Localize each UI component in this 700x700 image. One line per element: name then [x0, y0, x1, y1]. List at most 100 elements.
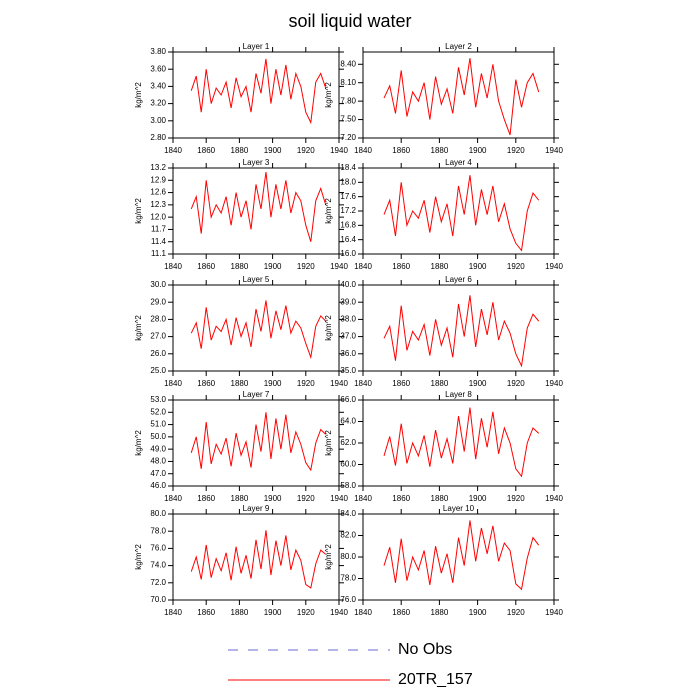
y-tick-label: 7.50 — [340, 115, 356, 124]
plot-frame — [172, 167, 340, 255]
x-tick-label: 1940 — [545, 494, 563, 503]
data-line — [383, 295, 540, 368]
x-tick-label: 1940 — [330, 608, 348, 617]
data-line — [383, 520, 540, 591]
y-tick-label: 46.0 — [150, 481, 166, 490]
x-tick-label: 1940 — [545, 379, 563, 388]
y-tick-label: 16.0 — [340, 249, 356, 258]
x-tick-label: 1840 — [164, 608, 182, 617]
x-tick-label: 1900 — [264, 379, 282, 388]
y-tick-label: 3.60 — [150, 64, 166, 73]
y-axis-label: kg/m^2 — [324, 430, 333, 456]
data-line — [383, 175, 540, 252]
x-tick-label: 1860 — [197, 146, 215, 155]
legend-label: 20TR_157 — [398, 671, 473, 688]
plot-frame — [172, 284, 340, 372]
y-tick-label: 74.0 — [150, 561, 166, 570]
legend-label: No Obs — [398, 641, 452, 658]
y-tick-label: 66.0 — [340, 395, 356, 404]
y-tick-label: 3.40 — [150, 82, 166, 91]
x-tick-label: 1880 — [431, 379, 449, 388]
y-tick-label: 11.1 — [151, 249, 167, 258]
x-tick-label: 1840 — [354, 494, 372, 503]
panel-title: Layer 10 — [443, 504, 475, 513]
y-tick-label: 12.6 — [150, 188, 166, 197]
y-tick-label: 76.0 — [340, 595, 356, 604]
y-tick-label: 12.3 — [150, 200, 166, 209]
y-axis-label: kg/m^2 — [134, 82, 143, 108]
y-tick-label: 13.2 — [150, 163, 166, 172]
x-tick-label: 1880 — [431, 608, 449, 617]
y-tick-label: 80.0 — [150, 509, 166, 518]
y-tick-label: 2.80 — [150, 133, 166, 142]
y-tick-label: 49.0 — [150, 444, 166, 453]
y-axis-label: kg/m^2 — [324, 315, 333, 341]
y-tick-label: 50.0 — [150, 432, 166, 441]
x-tick-label: 1940 — [330, 494, 348, 503]
y-tick-label: 47.0 — [150, 469, 166, 478]
data-line — [190, 412, 327, 472]
x-tick-label: 1940 — [330, 262, 348, 271]
x-tick-label: 1940 — [545, 262, 563, 271]
y-tick-label: 58.0 — [340, 481, 356, 490]
y-tick-label: 3.80 — [150, 47, 166, 56]
y-axis-label: kg/m^2 — [134, 430, 143, 456]
y-tick-label: 27.0 — [150, 332, 166, 341]
y-tick-label: 48.0 — [150, 457, 166, 466]
x-tick-label: 1860 — [197, 608, 215, 617]
x-tick-label: 1860 — [197, 262, 215, 271]
data-line — [383, 407, 540, 478]
y-tick-label: 80.0 — [340, 552, 356, 561]
y-tick-label: 16.8 — [340, 220, 356, 229]
y-axis-label: kg/m^2 — [134, 198, 143, 224]
plot-frame — [362, 284, 555, 372]
y-tick-label: 28.0 — [150, 315, 166, 324]
y-tick-label: 76.0 — [150, 544, 166, 553]
x-tick-label: 1880 — [231, 608, 249, 617]
y-tick-label: 3.20 — [150, 99, 166, 108]
panel-title: Layer 9 — [243, 504, 270, 513]
x-tick-label: 1940 — [330, 379, 348, 388]
data-line — [383, 58, 540, 136]
x-tick-label: 1840 — [164, 262, 182, 271]
x-tick-label: 1900 — [264, 608, 282, 617]
y-tick-label: 12.9 — [150, 175, 166, 184]
x-tick-label: 1840 — [354, 262, 372, 271]
y-tick-label: 53.0 — [150, 395, 166, 404]
y-tick-label: 84.0 — [340, 509, 356, 518]
y-axis-label: kg/m^2 — [324, 82, 333, 108]
y-tick-label: 8.10 — [340, 78, 356, 87]
x-tick-label: 1880 — [231, 379, 249, 388]
x-tick-label: 1940 — [330, 146, 348, 155]
y-tick-label: 38.0 — [340, 315, 356, 324]
x-tick-label: 1880 — [431, 262, 449, 271]
y-tick-label: 51.0 — [150, 420, 166, 429]
y-tick-label: 29.0 — [150, 297, 166, 306]
y-tick-label: 16.4 — [340, 235, 356, 244]
x-tick-label: 1860 — [392, 146, 410, 155]
x-tick-label: 1940 — [545, 608, 563, 617]
x-tick-label: 1840 — [354, 146, 372, 155]
y-axis-label: kg/m^2 — [134, 315, 143, 341]
plot-frame — [172, 399, 340, 487]
x-tick-label: 1880 — [231, 146, 249, 155]
x-tick-label: 1920 — [297, 494, 315, 503]
y-axis-label: kg/m^2 — [324, 198, 333, 224]
x-tick-label: 1920 — [507, 608, 525, 617]
y-tick-label: 37.0 — [340, 332, 356, 341]
x-tick-label: 1900 — [469, 494, 487, 503]
y-tick-label: 17.6 — [340, 192, 356, 201]
panel-title: Layer 4 — [445, 158, 472, 167]
x-tick-label: 1860 — [392, 262, 410, 271]
plot-frame — [362, 51, 555, 139]
data-line — [190, 58, 327, 125]
y-tick-label: 78.0 — [150, 526, 166, 535]
y-tick-label: 17.2 — [340, 206, 356, 215]
x-tick-label: 1900 — [469, 608, 487, 617]
y-tick-label: 60.0 — [340, 460, 356, 469]
x-tick-label: 1920 — [507, 379, 525, 388]
y-tick-label: 18.0 — [340, 177, 356, 186]
y-axis-label: kg/m^2 — [134, 544, 143, 570]
x-tick-label: 1900 — [469, 262, 487, 271]
x-tick-label: 1860 — [392, 379, 410, 388]
